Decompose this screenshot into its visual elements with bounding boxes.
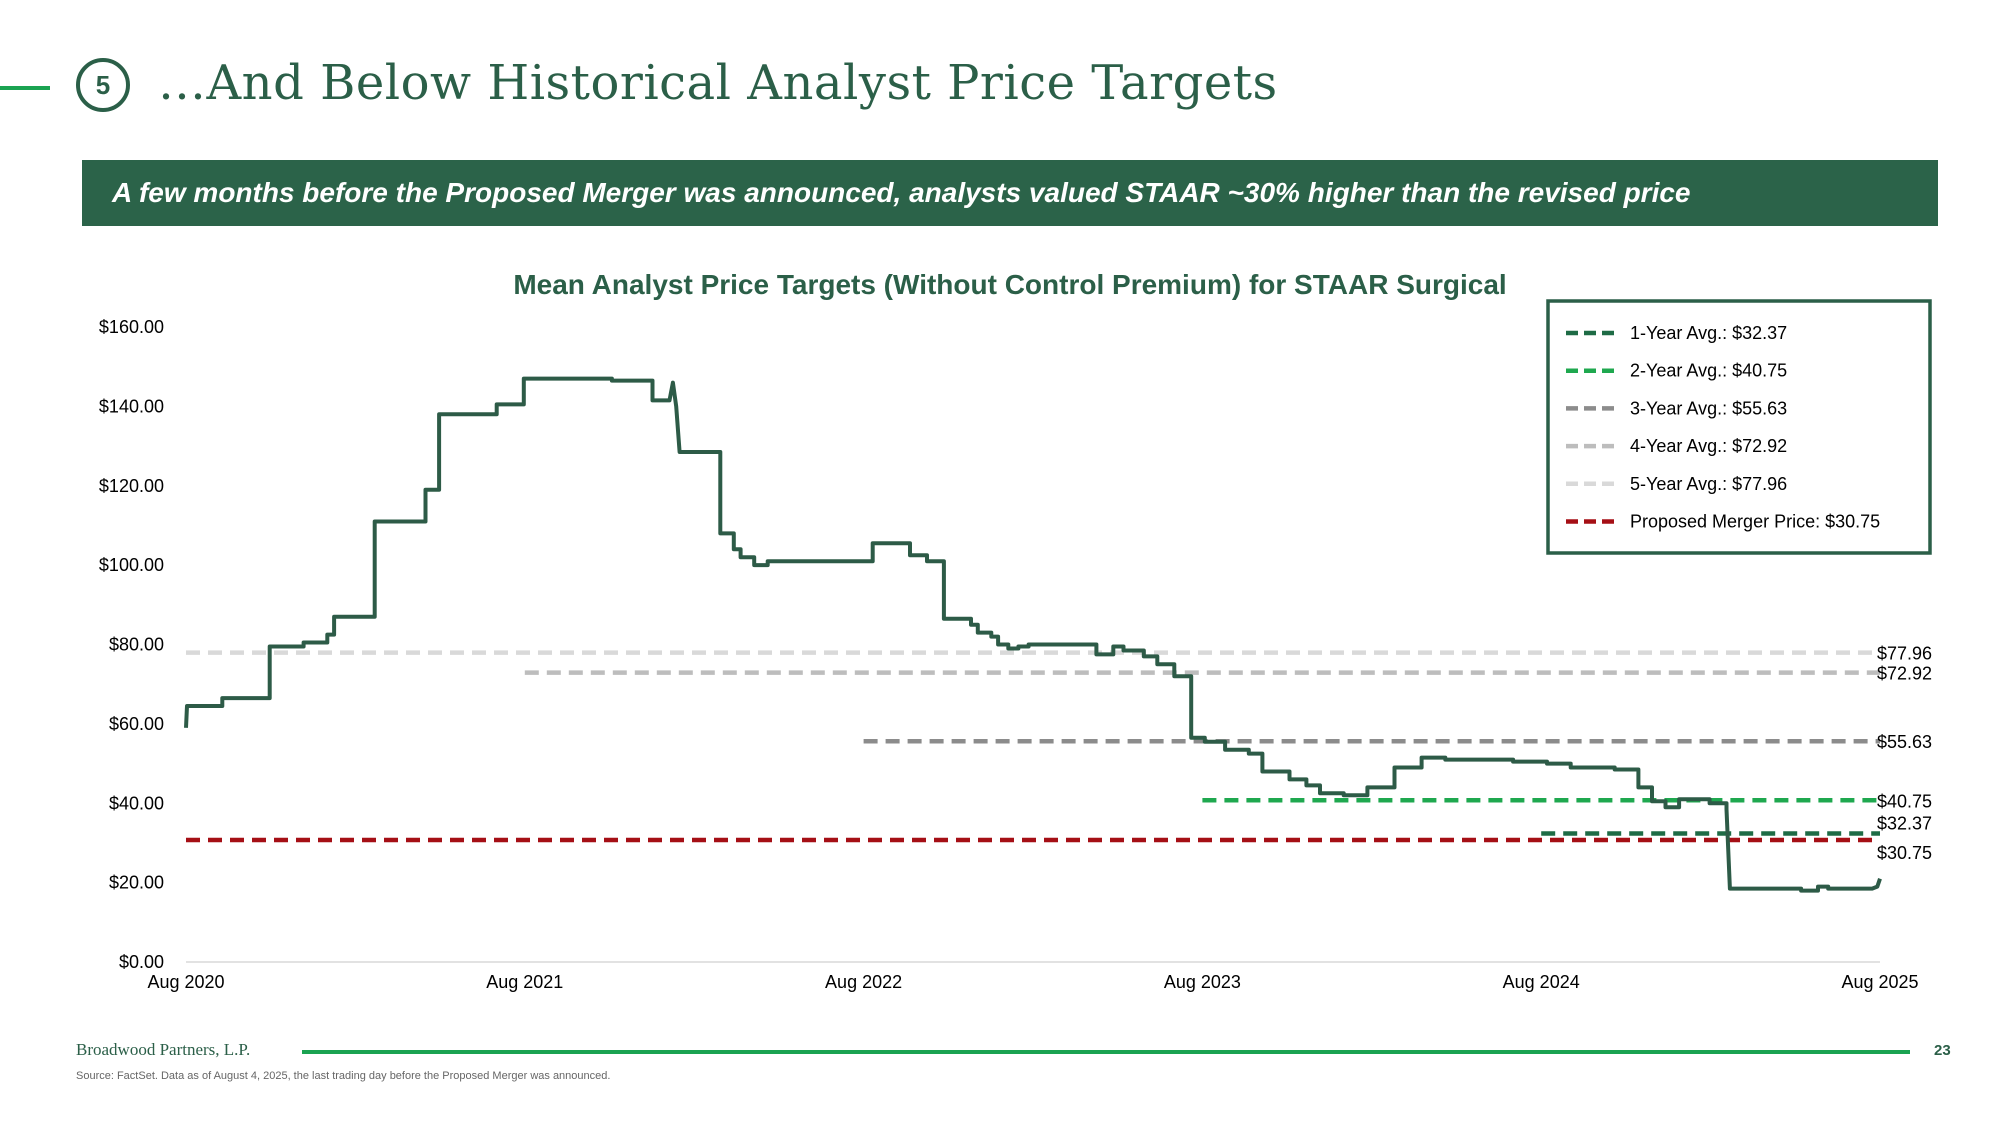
page-title: …And Below Historical Analyst Price Targ… xyxy=(158,55,1278,111)
y-tick-label: $60.00 xyxy=(109,714,164,734)
footer-brand: Broadwood Partners, L.P. xyxy=(76,1040,251,1059)
legend-label: 5-Year Avg.: $77.96 xyxy=(1630,474,1787,494)
chart-title: Mean Analyst Price Targets (Without Cont… xyxy=(513,269,1506,300)
reference-value-label: $32.37 xyxy=(1877,814,1932,834)
legend-box xyxy=(1546,299,1932,555)
y-axis: $0.00 $20.00 $40.00 $60.00 $80.00 $100.00 $120… xyxy=(99,317,164,972)
reference-value-label: $55.63 xyxy=(1877,732,1932,752)
x-tick-label: Aug 2023 xyxy=(1164,972,1241,992)
reference-value-label: $77.96 xyxy=(1877,644,1932,664)
x-tick-label: Aug 2020 xyxy=(147,972,224,992)
x-tick-label: Aug 2022 xyxy=(825,972,902,992)
y-tick-label: $120.00 xyxy=(99,476,164,496)
y-tick-label: $20.00 xyxy=(109,873,164,893)
legend-label: 2-Year Avg.: $40.75 xyxy=(1630,361,1787,381)
legend-label: 3-Year Avg.: $55.63 xyxy=(1630,398,1787,418)
x-axis: Aug 2020 Aug 2021 Aug 2022 Aug 2023 Aug 2024… xyxy=(147,961,1919,992)
key-message-banner: A few months before the Proposed Merger … xyxy=(82,160,1938,226)
title-accent-line xyxy=(0,86,50,90)
footer-divider xyxy=(302,1050,1910,1054)
y-tick-label: $140.00 xyxy=(99,396,164,416)
reference-value-label: $72.92 xyxy=(1877,664,1932,684)
x-tick-label: Aug 2021 xyxy=(486,972,563,992)
y-tick-label: $100.00 xyxy=(99,555,164,575)
y-tick-label: $80.00 xyxy=(109,635,164,655)
y-tick-label: $40.00 xyxy=(109,793,164,813)
x-tick-label: Aug 2024 xyxy=(1503,972,1580,992)
reference-value-label: $30.75 xyxy=(1877,843,1932,863)
y-tick-label: $0.00 xyxy=(119,952,164,972)
page-number: 23 xyxy=(1934,1042,1951,1059)
legend-label: 1-Year Avg.: $32.37 xyxy=(1630,323,1787,343)
reference-lines xyxy=(186,650,1880,843)
legend-label: 4-Year Avg.: $72.92 xyxy=(1630,436,1787,456)
reference-value-label: $40.75 xyxy=(1877,791,1932,811)
x-tick-label: Aug 2025 xyxy=(1841,972,1918,992)
series-line xyxy=(184,376,1882,893)
reference-value-labels: $32.37 $40.75 $55.63 $72.92$77.96 $30.75 xyxy=(1877,644,1932,863)
legend: 1-Year Avg.: $32.37 2-Year Avg.: $40.75 3-… xyxy=(1546,299,1932,555)
step-number-badge: 5 xyxy=(76,58,130,112)
series-group xyxy=(184,376,1882,893)
y-tick-label: $160.00 xyxy=(99,317,164,337)
legend-label: Proposed Merger Price: $30.75 xyxy=(1630,512,1880,532)
source-note: Source: FactSet. Data as of August 4, 20… xyxy=(76,1070,611,1082)
